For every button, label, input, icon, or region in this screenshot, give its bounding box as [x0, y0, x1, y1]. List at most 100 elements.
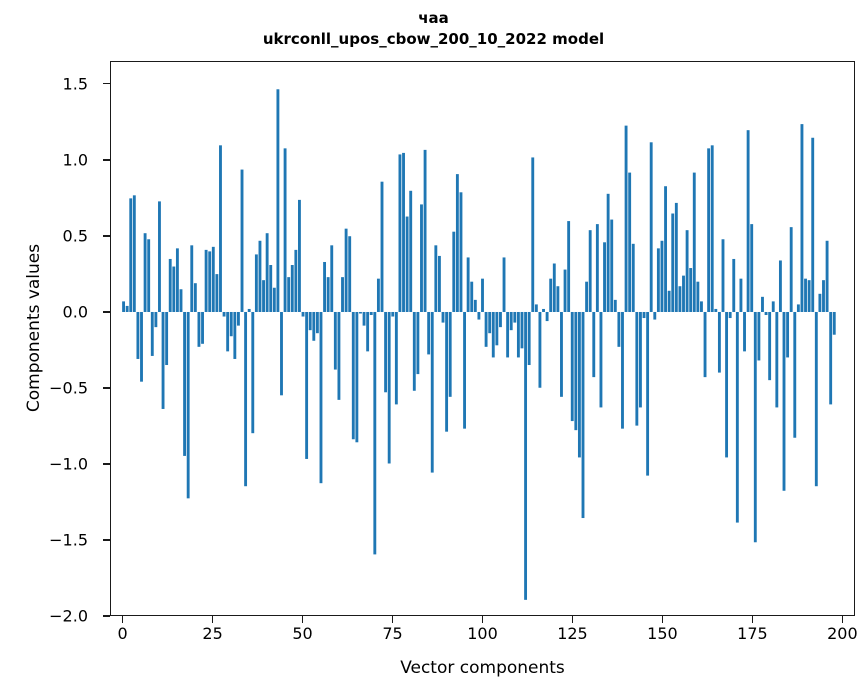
- bar: [222, 311, 226, 317]
- y-tick-mark: [103, 463, 110, 465]
- bar: [588, 230, 592, 312]
- bar: [656, 248, 660, 312]
- bar: [545, 311, 549, 322]
- bar: [814, 311, 818, 487]
- bar: [391, 311, 395, 317]
- bar: [775, 311, 779, 408]
- bar: [506, 311, 510, 358]
- bar: [707, 148, 711, 312]
- bar: [269, 265, 273, 312]
- bar: [717, 311, 721, 373]
- bar: [516, 311, 520, 358]
- bar: [290, 265, 294, 312]
- bar: [822, 280, 825, 312]
- bar: [577, 311, 581, 458]
- bar: [481, 278, 484, 312]
- bar: [804, 278, 807, 312]
- bar: [703, 311, 707, 378]
- bar: [298, 199, 301, 312]
- bar: [301, 311, 305, 317]
- bar: [488, 311, 492, 334]
- bar: [394, 311, 398, 405]
- chart-title: чаа ukrconll_upos_cbow_200_10_2022 model: [0, 8, 867, 50]
- bar: [240, 169, 244, 312]
- bar: [204, 249, 208, 312]
- y-tick-mark: [103, 539, 110, 541]
- bar: [671, 213, 675, 312]
- bar: [649, 142, 653, 312]
- x-tick-mark: [841, 616, 844, 623]
- bar: [398, 154, 402, 312]
- bar: [452, 231, 456, 312]
- bar: [653, 311, 657, 320]
- bar: [434, 245, 438, 312]
- bar: [437, 255, 441, 312]
- bar: [635, 311, 639, 426]
- bar: [366, 311, 370, 352]
- bar: [768, 311, 772, 381]
- bar: [628, 172, 632, 312]
- bar: [685, 230, 689, 312]
- bar: [236, 311, 240, 326]
- bar: [592, 311, 596, 378]
- y-tick-label: −1.0: [49, 454, 88, 474]
- bar: [638, 311, 642, 408]
- y-tick-label: −0.5: [49, 378, 88, 398]
- bar: [524, 311, 528, 600]
- bar: [132, 195, 136, 312]
- bar: [168, 258, 172, 312]
- bar-series: [122, 89, 836, 600]
- bar: [473, 299, 477, 312]
- bar: [405, 216, 409, 312]
- bar: [556, 286, 560, 312]
- bar: [560, 311, 563, 397]
- bar: [800, 124, 804, 312]
- bar: [710, 145, 714, 312]
- bar: [323, 261, 327, 312]
- y-tick-label: −2.0: [49, 606, 88, 626]
- bar: [420, 204, 423, 312]
- bar: [606, 193, 610, 312]
- bar: [771, 301, 775, 312]
- bar: [793, 311, 797, 438]
- bar: [459, 192, 463, 312]
- bar: [721, 239, 725, 312]
- bar: [832, 311, 836, 335]
- bar: [696, 281, 700, 312]
- y-tick-label: 0.5: [62, 226, 88, 246]
- bar: [376, 278, 380, 312]
- x-tick-mark: [481, 616, 484, 623]
- bar: [165, 311, 169, 366]
- bar: [700, 301, 703, 312]
- bar: [294, 249, 298, 312]
- bar: [735, 311, 739, 523]
- bar: [387, 311, 391, 464]
- bar: [613, 299, 617, 312]
- bar: [549, 278, 553, 312]
- bar: [714, 308, 718, 312]
- bar: [660, 240, 664, 312]
- bar: [272, 287, 276, 312]
- y-tick-mark: [103, 311, 110, 313]
- x-tick-mark: [751, 616, 754, 623]
- bar: [542, 308, 545, 312]
- y-tick-mark: [103, 615, 110, 617]
- bar: [129, 198, 133, 312]
- bar: [427, 311, 431, 355]
- bar: [251, 311, 255, 434]
- x-tick-mark: [391, 616, 394, 623]
- x-tick-label: 0: [117, 624, 128, 643]
- bar: [692, 172, 696, 312]
- chart-title-line-2: ukrconll_upos_cbow_200_10_2022 model: [262, 30, 605, 48]
- bar: [287, 277, 291, 312]
- x-tick-label: 200: [827, 624, 858, 643]
- bar: [631, 243, 635, 312]
- bar: [682, 275, 685, 312]
- bar: [743, 311, 746, 352]
- bar: [280, 311, 283, 396]
- bar: [359, 311, 362, 314]
- bar: [312, 311, 316, 341]
- bar: [305, 311, 309, 459]
- bar: [409, 190, 413, 312]
